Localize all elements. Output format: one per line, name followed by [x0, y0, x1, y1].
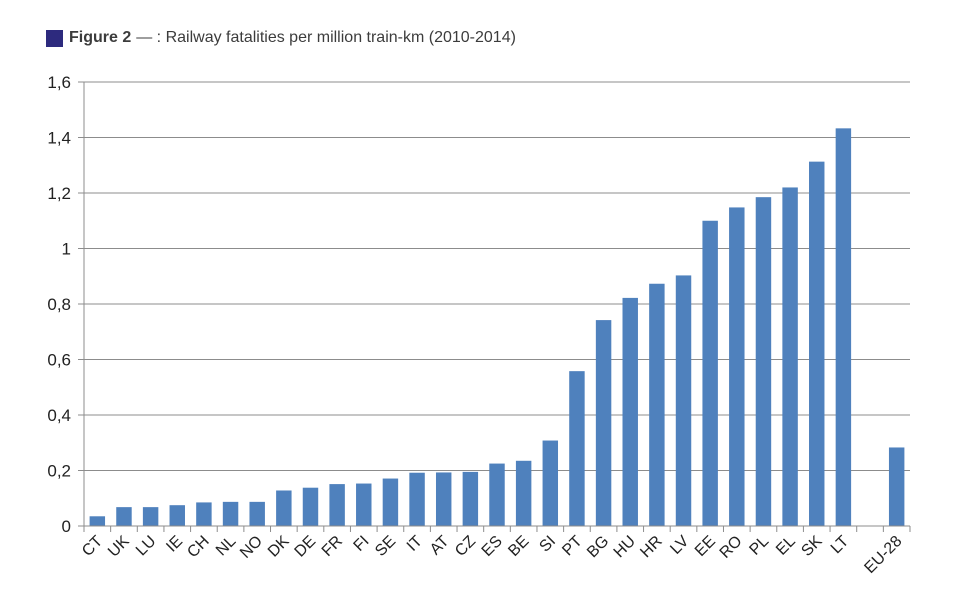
bar — [649, 283, 665, 526]
bar — [116, 507, 132, 526]
x-category-label: LT — [828, 533, 853, 558]
bar — [542, 440, 559, 526]
bar — [595, 320, 612, 526]
y-tick-label: 1,4 — [47, 129, 71, 148]
x-category-label: DK — [265, 533, 293, 561]
bar — [755, 197, 772, 526]
bar — [169, 505, 185, 526]
y-tick-label: 0,6 — [47, 351, 71, 370]
bar — [382, 478, 399, 526]
x-category-label: PL — [746, 533, 772, 559]
x-category-label: EU-28 — [861, 533, 905, 577]
x-category-label: NO — [237, 533, 266, 562]
bar — [276, 490, 292, 526]
x-category-label: IE — [163, 533, 186, 556]
x-category-label: CZ — [452, 533, 479, 560]
y-tick-label: 0,8 — [47, 295, 71, 314]
x-category-label: SE — [372, 533, 399, 560]
x-category-label: ES — [479, 533, 506, 560]
bar — [622, 297, 638, 526]
x-category-label: SI — [536, 533, 559, 556]
x-category-label: SK — [798, 533, 825, 560]
x-category-label: LV — [667, 533, 692, 558]
x-category-label: AT — [427, 533, 453, 559]
bar — [729, 207, 745, 526]
x-category-label: PT — [559, 533, 586, 560]
x-category-label: DE — [292, 533, 320, 561]
x-category-label: EL — [773, 533, 799, 559]
bar — [888, 447, 905, 526]
x-category-label: HU — [611, 533, 639, 561]
bar — [356, 483, 372, 526]
y-axis: 0 0,2 0,4 0,6 0,8 1 1,2 1,4 1,6 — [47, 73, 85, 536]
bar — [89, 516, 106, 526]
x-category-label: BG — [584, 533, 612, 561]
x-category-label: CT — [79, 533, 106, 560]
bar — [222, 501, 239, 526]
x-category-label: IT — [404, 533, 426, 555]
x-category-label: BE — [505, 533, 532, 560]
x-category-label: RO — [717, 533, 746, 562]
x-category-label: NL — [213, 533, 240, 560]
bar — [196, 502, 212, 526]
y-tick-label: 0,4 — [47, 406, 71, 425]
bar — [569, 371, 585, 526]
figure-title: — : Railway fatalities per million train… — [136, 29, 516, 46]
bar — [702, 220, 718, 526]
bar — [329, 484, 345, 526]
bars — [89, 128, 905, 526]
y-tick-label: 1 — [62, 240, 71, 259]
y-tick-label: 0,2 — [47, 462, 71, 481]
y-tick-label: 0 — [62, 517, 71, 536]
bar — [809, 161, 825, 526]
bar — [835, 128, 852, 526]
y-tick-label: 1,6 — [47, 73, 71, 92]
figure-header: Figure 2 — : Railway fatalities per mill… — [46, 27, 516, 49]
x-category-label: HR — [637, 533, 665, 561]
bar — [302, 487, 319, 526]
x-category-label: FR — [319, 533, 346, 560]
figure-label: Figure 2 — [69, 29, 132, 46]
bar — [489, 463, 505, 526]
x-category-label: CH — [184, 533, 212, 561]
x-category-label: EE — [692, 533, 719, 560]
bar — [462, 471, 479, 526]
bar — [435, 472, 452, 526]
bar — [515, 460, 532, 526]
bar — [249, 501, 265, 526]
figure-marker-icon — [46, 29, 63, 47]
bar — [409, 472, 425, 526]
x-category-label: FI — [351, 533, 373, 555]
bar — [675, 275, 692, 526]
y-tick-label: 1,2 — [47, 184, 71, 203]
bar — [782, 187, 798, 526]
x-category-label: LU — [133, 533, 159, 559]
bar — [142, 507, 159, 526]
x-category-label: UK — [105, 533, 133, 561]
